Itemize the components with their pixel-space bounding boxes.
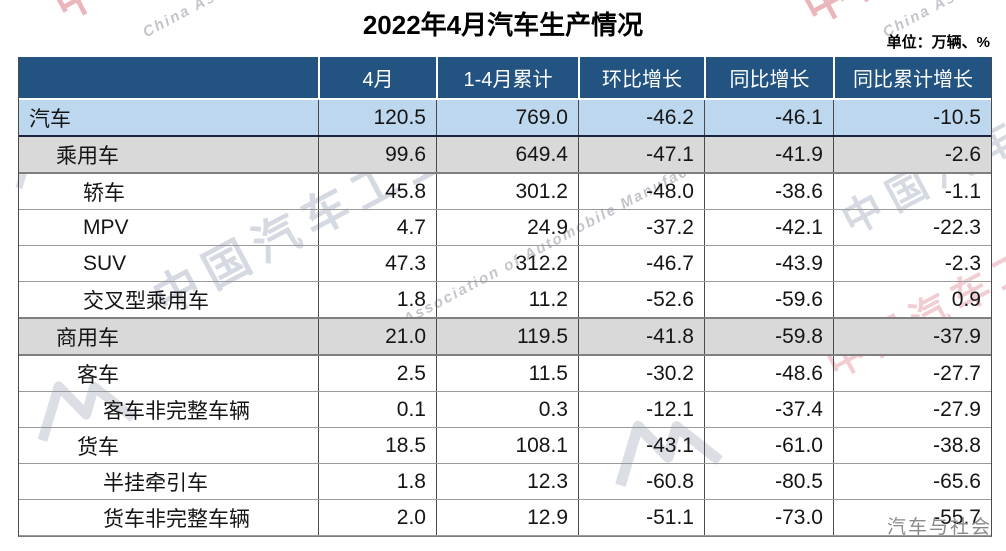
cell-value: -46.7	[578, 246, 704, 281]
cell-value: 11.2	[436, 282, 578, 317]
table-row-semi-trailer: 半挂牵引车 1.8 12.3 -60.8 -80.5 -65.6	[19, 464, 991, 500]
cell-value: -41.9	[704, 137, 833, 172]
row-label: 商用车	[56, 326, 119, 350]
cell-value: -52.6	[578, 282, 704, 317]
table-row-truck-incomplete: 货车非完整车辆 2.0 12.9 -51.1 -73.0 -55.7	[19, 500, 991, 536]
cell-value: -48.0	[578, 174, 704, 209]
cell-value: -46.1	[704, 100, 833, 135]
page-title: 2022年4月汽车生产情况	[362, 10, 644, 40]
cell-value: -2.3	[833, 246, 991, 281]
row-label: 汽车	[29, 107, 71, 131]
cell-value: 108.1	[436, 428, 578, 463]
cell-value: 769.0	[436, 100, 578, 135]
row-label: 交叉型乘用车	[83, 289, 209, 313]
row-label: 货车	[77, 435, 119, 459]
table-row-bus: 客车 2.5 11.5 -30.2 -48.6 -27.7	[19, 356, 991, 392]
row-label: 轿车	[83, 181, 125, 205]
cell-value: -37.4	[704, 392, 833, 427]
cell-value: 2.0	[318, 500, 436, 535]
cell-value: 99.6	[318, 137, 436, 172]
header-category	[19, 57, 318, 98]
cell-value: 12.9	[436, 500, 578, 535]
cell-value: -61.0	[704, 428, 833, 463]
cell-value: 24.9	[436, 210, 578, 245]
credit-text: 汽车与社会	[886, 517, 992, 538]
row-label: SUV	[83, 251, 127, 275]
table-row-sedan: 轿车 45.8 301.2 -48.0 -38.6 -1.1	[19, 174, 991, 210]
row-label: 客车非完整车辆	[103, 399, 250, 423]
cell-value: -46.2	[578, 100, 704, 135]
cell-value: -42.1	[704, 210, 833, 245]
cell-value: -27.7	[833, 356, 991, 391]
table-row-passenger: 乘用车 99.6 649.4 -47.1 -41.9 -2.6	[19, 137, 991, 174]
cell-value: 120.5	[318, 100, 436, 135]
cell-value: -37.2	[578, 210, 704, 245]
table-row-auto-total: 汽车 120.5 769.0 -46.2 -46.1 -10.5	[19, 100, 991, 137]
cell-value: 0.9	[833, 282, 991, 317]
cell-value: 47.3	[318, 246, 436, 281]
cell-value: -38.8	[833, 428, 991, 463]
header-yoy-growth: 同比增长	[704, 57, 833, 98]
header-april: 4月	[318, 57, 436, 98]
cell-value: -59.8	[704, 319, 833, 354]
cell-value: 1.8	[318, 464, 436, 499]
cell-value: 11.5	[436, 356, 578, 391]
cell-value: -43.1	[578, 428, 704, 463]
table-row-bus-incomplete: 客车非完整车辆 0.1 0.3 -12.1 -37.4 -27.9	[19, 392, 991, 428]
cell-value: -80.5	[704, 464, 833, 499]
cell-value: 649.4	[436, 137, 578, 172]
cell-value: -65.6	[833, 464, 991, 499]
cell-value: 1.8	[318, 282, 436, 317]
cell-value: -59.6	[704, 282, 833, 317]
table-row-truck: 货车 18.5 108.1 -43.1 -61.0 -38.8	[19, 428, 991, 464]
cell-value: -48.6	[704, 356, 833, 391]
table-row-commercial: 商用车 21.0 119.5 -41.8 -59.8 -37.9	[19, 319, 991, 356]
cell-value: 12.3	[436, 464, 578, 499]
table-row-suv: SUV 47.3 312.2 -46.7 -43.9 -2.3	[19, 246, 991, 282]
cell-value: -38.6	[704, 174, 833, 209]
cell-value: -43.9	[704, 246, 833, 281]
cell-value: 18.5	[318, 428, 436, 463]
production-table: 4月 1-4月累计 环比增长 同比增长 同比累计增长 汽车 120.5 769.…	[18, 57, 992, 537]
cell-value: 21.0	[318, 319, 436, 354]
cell-value: -30.2	[578, 356, 704, 391]
table-row-mpv: MPV 4.7 24.9 -37.2 -42.1 -22.3	[19, 210, 991, 246]
cell-value: 119.5	[436, 319, 578, 354]
cell-value: -51.1	[578, 500, 704, 535]
row-label: 客车	[77, 363, 119, 387]
row-label: 货车非完整车辆	[103, 507, 250, 531]
cell-value: -22.3	[833, 210, 991, 245]
cell-value: 301.2	[436, 174, 578, 209]
table-row-crossover: 交叉型乘用车 1.8 11.2 -52.6 -59.6 0.9	[19, 282, 991, 319]
header-jan-apr-total: 1-4月累计	[436, 57, 578, 98]
cell-value: -10.5	[833, 100, 991, 135]
header-mom-growth: 环比增长	[578, 57, 704, 98]
table-header-row: 4月 1-4月累计 环比增长 同比增长 同比累计增长	[19, 57, 991, 100]
cell-value: 0.3	[436, 392, 578, 427]
cell-value: -12.1	[578, 392, 704, 427]
cell-value: -55.7	[833, 500, 991, 535]
cell-value: -37.9	[833, 319, 991, 354]
cell-value: 4.7	[318, 210, 436, 245]
cell-value: 45.8	[318, 174, 436, 209]
cell-value: 0.1	[318, 392, 436, 427]
row-label: 半挂牵引车	[103, 471, 208, 495]
row-label: MPV	[83, 215, 129, 239]
cell-value: -1.1	[833, 174, 991, 209]
row-label: 乘用车	[56, 144, 119, 168]
cell-value: -73.0	[704, 500, 833, 535]
header-yoy-cum-growth: 同比累计增长	[833, 57, 991, 98]
unit-label: 单位：万辆、%	[886, 34, 990, 51]
cell-value: -27.9	[833, 392, 991, 427]
cell-value: -2.6	[833, 137, 991, 172]
cell-value: -47.1	[578, 137, 704, 172]
cell-value: -60.8	[578, 464, 704, 499]
cell-value: 312.2	[436, 246, 578, 281]
cell-value: 2.5	[318, 356, 436, 391]
cell-value: -41.8	[578, 319, 704, 354]
